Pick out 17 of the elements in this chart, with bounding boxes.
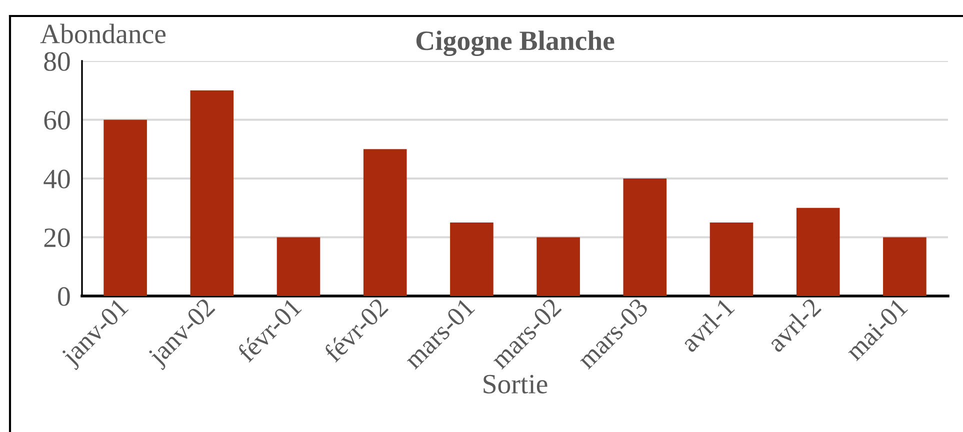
x-axis-title: Sortie [484, 374, 548, 394]
bar [536, 237, 580, 296]
y-axis-title: Abondance [40, 24, 166, 44]
y-tick-label: 40 [44, 170, 70, 188]
y-tick-label: 20 [44, 228, 70, 248]
bar [450, 222, 494, 296]
chart-title: Cigogne Blanche [416, 30, 614, 56]
bar [190, 90, 234, 296]
bar [276, 237, 320, 296]
bar [796, 208, 840, 296]
y-tick-label: 60 [44, 110, 70, 130]
bar [883, 237, 926, 296]
bar [104, 120, 147, 296]
bar [710, 222, 754, 296]
bar [623, 178, 667, 296]
bar [363, 149, 407, 296]
y-tick-label: 80 [44, 52, 70, 71]
